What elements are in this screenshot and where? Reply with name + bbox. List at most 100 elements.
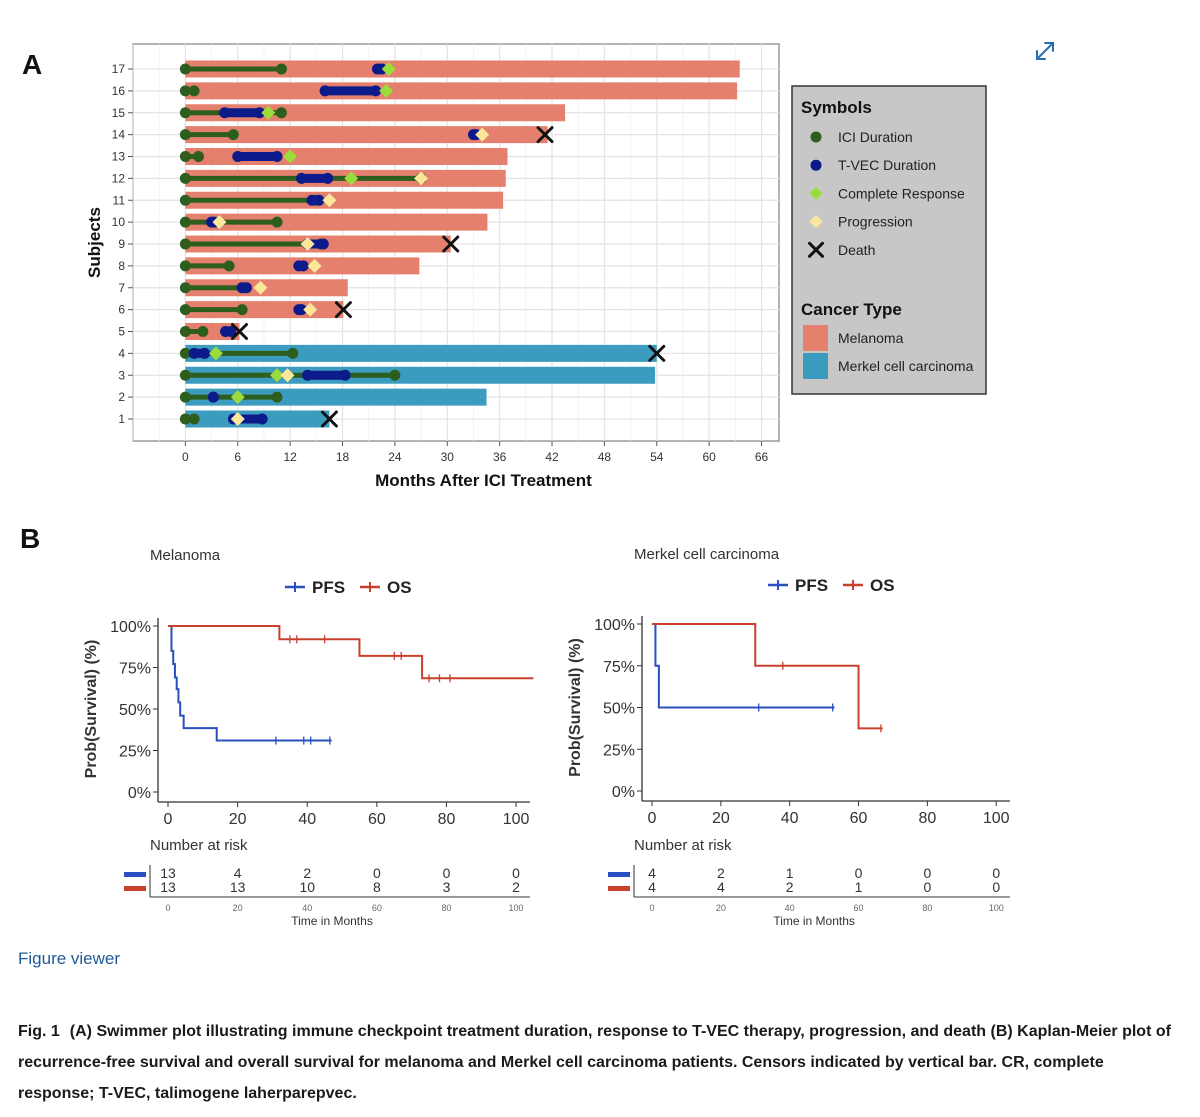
risk-time-tick: 100 — [509, 903, 524, 913]
ici-end-point — [223, 260, 235, 272]
km-x-tick-label: 0 — [648, 810, 657, 827]
tvec-end-point — [339, 369, 351, 381]
ici-end-point — [188, 413, 200, 425]
km-legend-label: PFS — [795, 576, 828, 595]
tvec-end-point — [207, 391, 219, 403]
ici-end-point — [236, 304, 248, 316]
km-y-axis-title: Prob(Survival) (%) — [567, 638, 584, 777]
km-x-tick-label: 40 — [781, 810, 799, 827]
y-tick-label: 1 — [118, 412, 125, 426]
progression-marker — [300, 237, 315, 251]
caption-label: Fig. 1 — [18, 1023, 60, 1040]
legend-symbol-icon — [809, 215, 823, 229]
km-legend-label: OS — [387, 578, 412, 597]
km-x-tick-label: 40 — [298, 811, 316, 828]
legend-symbol-label: T-VEC Duration — [838, 157, 936, 173]
x-tick-label: 18 — [336, 450, 350, 464]
ici-start-point — [179, 238, 191, 250]
km-title: Merkel cell carcinoma — [634, 546, 780, 563]
ici-end-point — [389, 369, 401, 381]
death-marker — [231, 323, 249, 340]
ici-start-point — [179, 63, 191, 75]
ici-start-point — [179, 107, 191, 119]
progression-marker — [322, 193, 337, 208]
ici-end-point — [188, 85, 200, 97]
ici-start-point — [179, 151, 191, 162]
death-marker — [536, 126, 554, 144]
km-title: Melanoma — [150, 547, 221, 564]
risk-cell: 4 — [648, 865, 656, 881]
ici-end-point — [192, 151, 204, 162]
km-x-tick-label: 20 — [712, 810, 730, 827]
risk-table-xlabel: Time in Months — [773, 914, 855, 928]
km-x-tick-label: 80 — [438, 811, 456, 828]
tvec-end-point — [370, 85, 382, 97]
complete-response-marker — [270, 368, 285, 383]
legend-cancer-label: Melanoma — [838, 330, 904, 346]
km-y-tick-label: 100% — [110, 619, 151, 636]
risk-cell: 4 — [717, 879, 725, 895]
subject-bar — [185, 60, 740, 78]
tvec-start-point — [188, 347, 200, 359]
tvec-start-point — [232, 151, 244, 162]
km-x-tick-label: 0 — [164, 811, 173, 828]
y-tick-label: 7 — [118, 281, 125, 295]
risk-cell: 2 — [786, 879, 794, 895]
legend-cancer-label: Merkel cell carcinoma — [838, 358, 974, 374]
y-tick-label: 4 — [118, 346, 125, 360]
complete-response-marker — [208, 346, 223, 361]
km-y-tick-label: 75% — [119, 661, 151, 678]
swimmer-legend: Symbols ICI Duration T-VEC Duration Complet… — [791, 85, 987, 395]
y-tick-label: 15 — [112, 106, 126, 120]
x-tick-label: 48 — [598, 450, 612, 464]
y-tick-label: 17 — [112, 62, 126, 76]
y-tick-label: 6 — [118, 303, 125, 317]
risk-time-tick: 80 — [441, 903, 451, 913]
subject-bar — [185, 344, 657, 362]
risk-row-color-key — [124, 886, 146, 891]
y-tick-label: 14 — [112, 128, 126, 142]
risk-row-color-key — [608, 886, 630, 891]
risk-table-xlabel: Time in Months — [291, 914, 373, 928]
tvec-end-point — [199, 347, 211, 359]
figure-viewer-link[interactable]: Figure viewer — [18, 949, 121, 968]
y-tick-label: 9 — [118, 237, 125, 251]
complete-response-marker — [283, 149, 298, 164]
subject-bar — [185, 388, 487, 406]
x-tick-label: 42 — [545, 450, 559, 464]
legend-symbol-icon — [810, 131, 822, 143]
ici-end-point — [275, 107, 287, 119]
subject-bar — [185, 191, 504, 209]
risk-cell: 10 — [299, 879, 315, 895]
risk-cell: 0 — [923, 879, 931, 895]
y-tick-label: 10 — [112, 215, 126, 229]
ici-start-point — [179, 216, 191, 228]
ici-start-point — [179, 129, 191, 141]
risk-time-tick: 60 — [372, 903, 382, 913]
risk-time-tick: 0 — [649, 903, 654, 913]
y-axis-title: Subjects — [85, 207, 104, 278]
legend-cancer-swatch — [803, 353, 828, 379]
x-tick-label: 12 — [283, 450, 297, 464]
risk-cell: 13 — [160, 879, 176, 895]
km-y-axis-title: Prob(Survival) (%) — [83, 640, 100, 779]
tvec-end-point — [225, 326, 237, 337]
death-marker — [648, 344, 666, 362]
risk-cell: 0 — [373, 865, 381, 881]
km-x-tick-label: 20 — [229, 811, 247, 828]
km-curve-pfs — [168, 625, 332, 742]
risk-table-title: Number at risk — [150, 837, 248, 854]
progression-marker — [212, 215, 227, 230]
km-y-tick-label: 25% — [119, 744, 151, 761]
legend-symbol-icon — [808, 241, 824, 258]
tvec-end-point — [254, 107, 266, 119]
death-marker — [442, 235, 460, 253]
km-y-tick-label: 50% — [119, 702, 151, 719]
expand-diagonal-arrows-icon[interactable] — [1032, 38, 1058, 64]
risk-cell: 2 — [303, 865, 311, 881]
risk-cell: 3 — [443, 879, 451, 895]
ici-start-point — [179, 326, 191, 337]
subject-bar — [185, 213, 488, 231]
progression-marker — [307, 258, 322, 273]
